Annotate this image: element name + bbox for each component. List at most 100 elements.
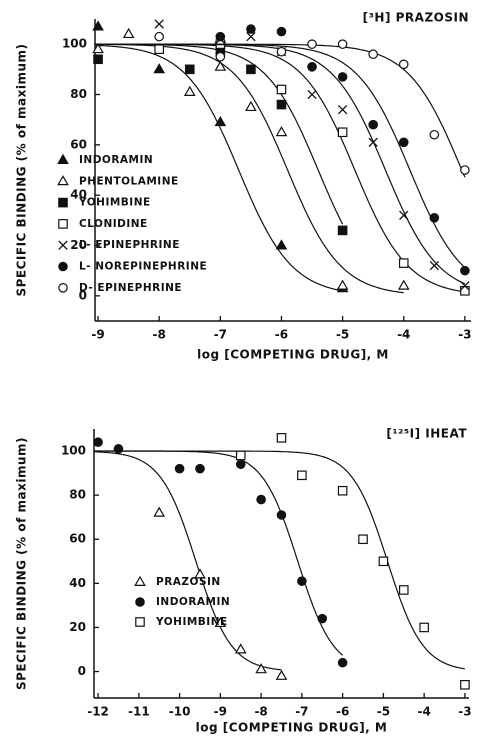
marker: [235, 459, 246, 470]
chart-title: [³H] PRAZOSIN: [363, 11, 469, 25]
y-tick-label: 0: [78, 664, 86, 678]
marker: [214, 616, 227, 627]
marker: [419, 622, 429, 633]
marker: [337, 225, 348, 236]
fit-curve: [95, 44, 343, 292]
marker: [153, 506, 166, 517]
marker: [275, 239, 288, 250]
x-tick-label: -5: [377, 705, 390, 719]
legend-label: CLONIDINE: [79, 218, 148, 230]
y-tick-label: 60: [70, 137, 87, 151]
marker: [256, 494, 266, 505]
y-tick-label: 20: [70, 238, 87, 252]
marker: [276, 433, 287, 443]
legend-label: INDORAMIN: [156, 596, 230, 608]
marker: [337, 485, 348, 496]
x-tick-label: -4: [417, 705, 430, 719]
marker: [368, 137, 378, 147]
legend-label: L- NOREPINEPHRINE: [79, 261, 207, 273]
marker: [460, 165, 470, 175]
marker: [93, 437, 103, 448]
marker: [174, 463, 185, 474]
x-tick-label: -6: [336, 705, 349, 719]
x-tick-label: -7: [214, 328, 227, 342]
marker: [276, 46, 287, 57]
marker: [429, 213, 440, 223]
legend-label: L- EPINEPHRINE: [79, 239, 180, 251]
marker: [113, 444, 124, 454]
marker: [275, 126, 288, 137]
y-tick-label: 40: [69, 576, 86, 590]
marker: [460, 265, 470, 276]
marker: [378, 556, 389, 567]
y-axis-label: SPECIFIC BINDING (% of maximum): [15, 43, 29, 296]
x-tick-label: -6: [275, 328, 288, 342]
fit-curve: [94, 43, 404, 294]
marker: [368, 49, 378, 60]
y-tick-label: 0: [79, 288, 87, 302]
marker: [215, 31, 226, 42]
marker: [398, 59, 409, 70]
x-tick-label: -8: [153, 328, 166, 342]
x-tick-label: -4: [397, 328, 410, 342]
legend-marker: [135, 597, 145, 607]
marker: [153, 63, 166, 74]
x-tick-label: -11: [128, 705, 150, 719]
marker: [307, 39, 317, 49]
marker: [275, 669, 288, 680]
y-axis-label: SPECIFIC BINDING (% of maximum): [15, 437, 29, 690]
marker: [246, 24, 256, 34]
marker: [368, 119, 378, 130]
marker: [317, 613, 328, 624]
marker: [276, 99, 287, 110]
marker: [398, 258, 409, 268]
x-tick-label: -5: [336, 328, 349, 342]
marker: [154, 19, 164, 29]
marker: [307, 62, 317, 72]
marker: [337, 72, 348, 82]
marker: [245, 100, 257, 112]
fit-curve: [93, 451, 282, 671]
marker: [276, 26, 287, 37]
marker: [215, 51, 226, 62]
marker: [234, 643, 247, 654]
chart-title: [¹²⁵I] IHEAT: [386, 427, 467, 441]
marker: [214, 60, 227, 71]
marker: [460, 281, 470, 291]
legend-label: YOHIMBINE: [78, 197, 151, 209]
y-tick-label: 100: [62, 37, 87, 51]
legend-marker: [57, 175, 69, 186]
x-axis-label: log [COMPETING DRUG], M: [196, 721, 388, 735]
marker: [195, 463, 205, 474]
marker: [337, 127, 348, 138]
legend-marker: [58, 197, 68, 208]
legend-marker: [135, 617, 145, 627]
legend-marker: [58, 219, 68, 229]
legend-marker: [134, 575, 146, 586]
marker: [297, 470, 307, 481]
y-tick-label: 60: [69, 532, 86, 546]
y-tick-label: 100: [61, 444, 86, 458]
marker: [183, 85, 196, 96]
marker: [337, 104, 348, 115]
y-tick-label: 20: [69, 620, 86, 634]
marker: [336, 279, 349, 290]
marker: [122, 27, 135, 39]
marker: [154, 31, 164, 42]
legend-marker: [58, 282, 68, 293]
x-tick-label: -9: [214, 705, 227, 719]
y-tick-label: 80: [69, 488, 86, 502]
x-tick-label: -9: [91, 328, 104, 342]
y-tick-label: 40: [70, 188, 87, 202]
marker: [92, 20, 104, 31]
marker: [194, 568, 206, 579]
x-tick-label: -7: [295, 705, 308, 719]
legend-label: INDORAMIN: [79, 154, 153, 166]
marker: [276, 84, 287, 95]
legend-marker: [57, 153, 69, 164]
x-tick-label: -12: [87, 705, 109, 719]
marker: [307, 89, 317, 100]
x-tick-label: -3: [458, 328, 471, 342]
marker: [255, 663, 267, 674]
